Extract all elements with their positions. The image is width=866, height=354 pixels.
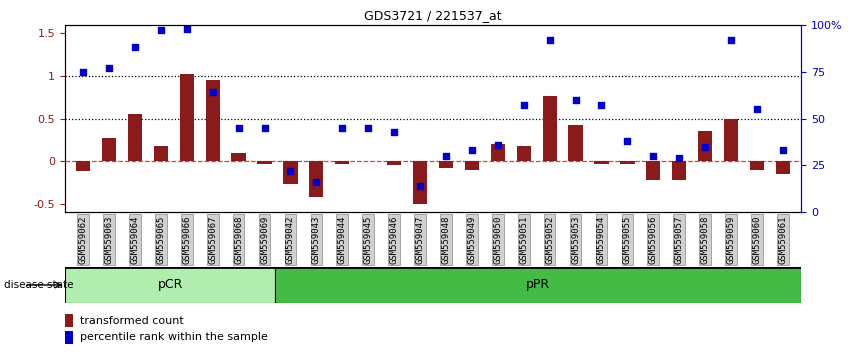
Bar: [568, 125, 583, 161]
Bar: [179, 74, 194, 161]
Bar: [724, 119, 738, 161]
Bar: [65, 331, 74, 344]
Bar: [76, 161, 90, 171]
Point: [465, 148, 479, 153]
Point: [413, 183, 427, 189]
Bar: [65, 314, 74, 327]
Bar: [491, 144, 505, 161]
Bar: [620, 161, 635, 164]
Bar: [439, 161, 453, 168]
Title: GDS3721 / 221537_at: GDS3721 / 221537_at: [365, 9, 501, 22]
Bar: [465, 161, 479, 170]
Point: [569, 97, 583, 103]
Text: disease state: disease state: [4, 280, 74, 290]
Point: [698, 144, 712, 149]
Bar: [275, 267, 801, 303]
Text: pPR: pPR: [526, 279, 550, 291]
Point: [76, 69, 90, 74]
Bar: [231, 153, 246, 161]
Point: [620, 138, 634, 144]
Point: [439, 153, 453, 159]
Bar: [335, 161, 349, 164]
Bar: [413, 161, 427, 204]
Bar: [387, 161, 401, 166]
Bar: [594, 161, 609, 164]
Bar: [309, 161, 324, 197]
Point: [257, 125, 271, 131]
Point: [180, 26, 194, 32]
Point: [283, 168, 297, 174]
Bar: [102, 138, 116, 161]
Point: [595, 103, 609, 108]
Point: [491, 142, 505, 148]
Bar: [646, 161, 661, 180]
Point: [309, 179, 323, 185]
Point: [517, 103, 531, 108]
Bar: [672, 161, 687, 180]
Bar: [542, 96, 557, 161]
Point: [335, 125, 349, 131]
Point: [750, 106, 764, 112]
Bar: [205, 80, 220, 161]
Bar: [698, 131, 712, 161]
Bar: [257, 161, 272, 164]
Point: [361, 125, 375, 131]
Bar: [776, 161, 790, 174]
Point: [206, 90, 220, 95]
Point: [543, 37, 557, 42]
Text: percentile rank within the sample: percentile rank within the sample: [81, 332, 268, 342]
Point: [232, 125, 246, 131]
Text: pCR: pCR: [158, 279, 183, 291]
Bar: [128, 114, 142, 161]
Point: [672, 155, 686, 161]
Point: [646, 153, 660, 159]
Bar: [283, 161, 298, 184]
Bar: [750, 161, 764, 170]
Point: [776, 148, 790, 153]
Point: [128, 45, 142, 50]
Text: transformed count: transformed count: [81, 316, 184, 326]
Point: [154, 28, 168, 33]
Bar: [517, 146, 531, 161]
Point: [724, 37, 738, 42]
Point: [102, 65, 116, 71]
Bar: [154, 146, 168, 161]
Bar: [65, 267, 275, 303]
Point: [387, 129, 401, 135]
